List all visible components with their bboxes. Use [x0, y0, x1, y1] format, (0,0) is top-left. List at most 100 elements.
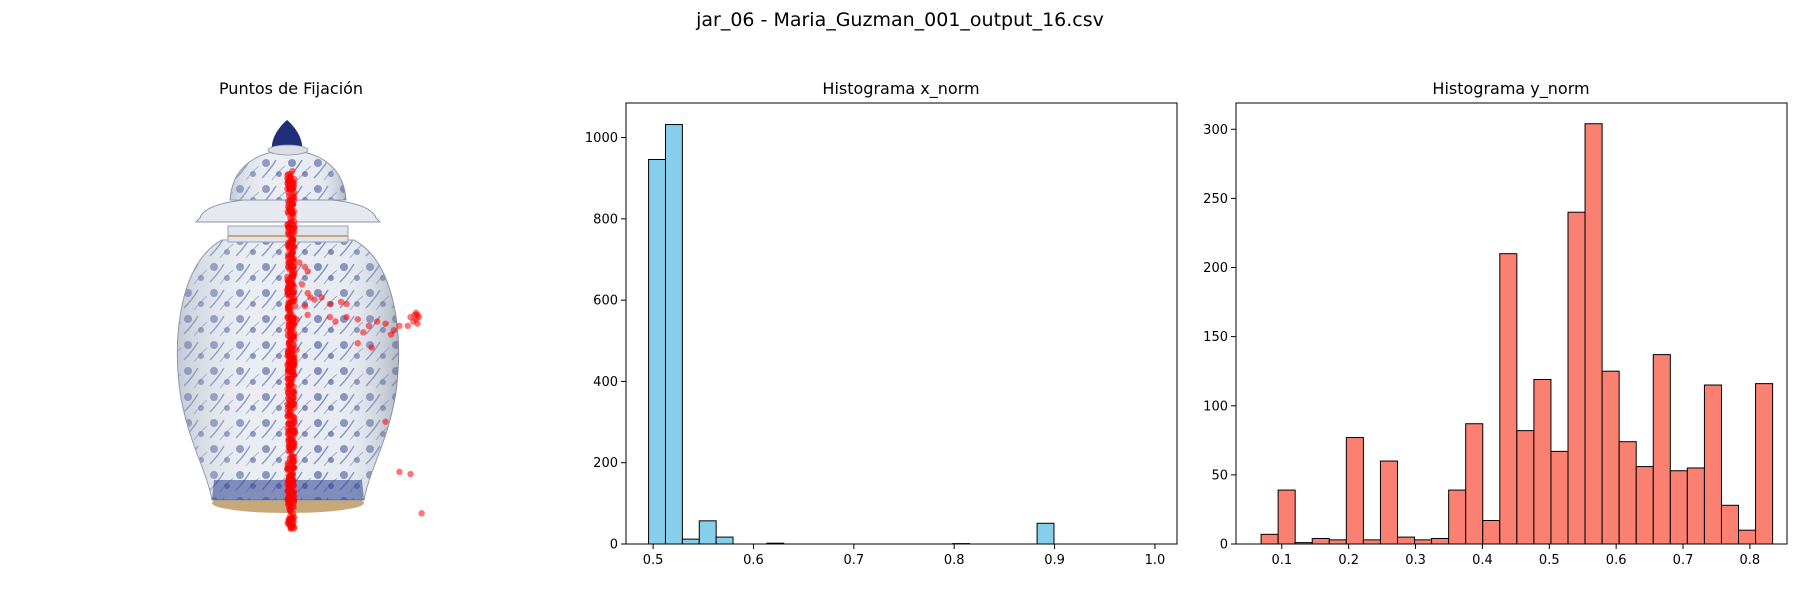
fixation-point: [407, 470, 414, 478]
fixation-point: [289, 437, 297, 444]
y-tick-label: 250: [1203, 192, 1228, 207]
fixation-point: [365, 322, 373, 330]
fixation-point: [290, 194, 297, 201]
x-tick-label: 0.9: [1044, 553, 1065, 568]
fixation-point: [296, 259, 303, 266]
fixation-point: [290, 458, 297, 466]
fixation-point: [343, 313, 350, 321]
x-tick-label: 0.4: [1472, 553, 1493, 568]
histogram-bar: [1533, 378, 1552, 545]
histogram-bar: [1277, 489, 1296, 545]
fixation-point: [285, 300, 293, 307]
histogram-bar: [681, 538, 700, 545]
x-tick-label: 0.7: [843, 553, 864, 568]
histogram-bar: [1567, 211, 1586, 545]
fixation-point: [285, 486, 293, 493]
histogram-bar: [1635, 466, 1654, 545]
histogram-y-panel: Histograma y_norm 0.1 0.2 0.3 0.4 0.5 0.6 0.7 0…: [1203, 79, 1788, 568]
fixation-point: [298, 281, 306, 288]
fixation-point: [284, 287, 291, 294]
fixation-point: [290, 464, 297, 471]
fixation-point: [285, 200, 293, 208]
histogram-bar: [698, 520, 717, 545]
fixation-point: [291, 429, 299, 436]
histogram-bar: [1448, 489, 1467, 545]
histogram-bar: [1260, 533, 1279, 545]
fixation-point: [284, 395, 292, 402]
histogram-x-xticks: 0.5 0.6 0.7 0.8 0.9 1.0: [643, 544, 1166, 568]
histogram-bar: [1686, 467, 1705, 545]
fixation-point: [286, 186, 293, 193]
fixation-point: [287, 412, 295, 419]
fixation-panel: Puntos de Fijación: [176, 79, 425, 532]
histogram-x-title: Histograma x_norm: [822, 79, 979, 99]
fixation-point: [289, 377, 296, 384]
x-tick-label: 0.8: [944, 553, 965, 568]
fixation-point: [337, 298, 345, 306]
fixation-point: [368, 344, 375, 351]
fixation-point: [285, 292, 293, 300]
fixation-point: [387, 331, 395, 338]
y-tick-label: 0: [1220, 538, 1228, 553]
fixation-point: [354, 316, 361, 323]
fixation-point: [284, 400, 291, 408]
fixation-panel-title: Puntos de Fijación: [219, 79, 363, 98]
fixation-point: [289, 237, 296, 244]
histogram-bar: [1618, 441, 1637, 545]
histogram-bar: [1482, 519, 1501, 545]
fixation-point: [284, 498, 292, 505]
histogram-bar: [1755, 383, 1774, 545]
fixation-point: [332, 318, 339, 325]
fixation-point: [382, 418, 389, 425]
fixation-points: [284, 167, 425, 532]
fixation-point: [304, 311, 311, 319]
fixation-point: [318, 294, 325, 301]
fixation-point: [285, 319, 292, 326]
x-tick-label: 1.0: [1145, 553, 1166, 568]
fixation-point: [287, 446, 295, 454]
fixation-point: [360, 329, 367, 336]
y-tick-label: 1000: [585, 131, 618, 146]
histogram-bar: [664, 124, 683, 545]
fixation-point: [343, 300, 350, 308]
fixation-point: [289, 388, 297, 396]
fixation-point: [290, 453, 298, 460]
histogram-x-yticks: 0 200 400 600 800 1000: [585, 131, 626, 553]
x-tick-label: 0.5: [643, 553, 664, 568]
histogram-y-xticks: 0.1 0.2 0.3 0.4 0.5 0.6 0.7 0.8: [1271, 544, 1760, 568]
histogram-x-panel: Histograma x_norm 0.5 0.6 0.7 0.8 0.9 1.0 0 20…: [585, 79, 1178, 568]
histogram-x-bars: [648, 124, 1055, 545]
histogram-bar: [1036, 522, 1055, 545]
fixation-point: [290, 271, 298, 278]
fixation-point: [290, 400, 297, 407]
histogram-bar: [1379, 460, 1398, 545]
fixation-point: [287, 346, 295, 354]
fixation-point: [326, 300, 334, 308]
histogram-bar: [1584, 123, 1603, 545]
fixation-point: [287, 173, 294, 180]
histogram-bar: [1652, 354, 1671, 545]
fixation-point: [354, 340, 361, 347]
fixation-point: [286, 220, 293, 227]
histogram-y-frame: [1235, 102, 1788, 545]
fixation-point: [311, 296, 318, 303]
fixation-point: [290, 243, 298, 251]
y-tick-label: 200: [593, 456, 618, 471]
fixation-point: [285, 427, 292, 435]
x-tick-label: 0.6: [743, 553, 764, 568]
y-tick-label: 100: [1203, 399, 1228, 414]
fixation-point: [293, 346, 300, 353]
fixation-point: [287, 281, 295, 288]
fixation-point: [285, 419, 293, 427]
y-tick-label: 200: [1203, 261, 1228, 276]
histogram-bar: [1499, 253, 1518, 545]
x-tick-label: 0.3: [1405, 553, 1426, 568]
fixation-point: [288, 179, 296, 186]
y-tick-label: 50: [1211, 468, 1228, 483]
fixation-point: [290, 333, 297, 340]
fixation-point: [290, 525, 297, 532]
histogram-bar: [1550, 450, 1569, 545]
histogram-bar: [1669, 470, 1688, 545]
histogram-bar: [1465, 423, 1484, 545]
fixation-point: [326, 313, 334, 321]
